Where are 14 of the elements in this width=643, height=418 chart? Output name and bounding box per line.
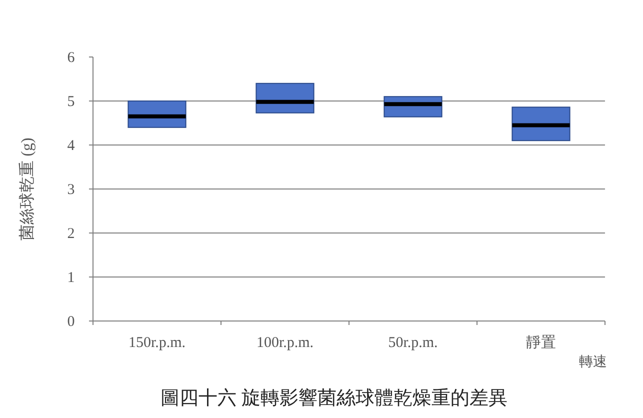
x-tick-label: 150r.p.m.: [128, 335, 186, 351]
y-tick-label: 4: [67, 138, 76, 154]
y-tick-label: 0: [67, 314, 75, 330]
y-tick-label: 5: [67, 94, 75, 110]
y-tick-label: 6: [67, 50, 76, 66]
x-tick-label: 100r.p.m.: [256, 335, 314, 351]
y-axis-title: 菌絲球乾重 (g): [18, 138, 36, 240]
y-tick-label: 1: [67, 270, 75, 286]
y-tick-label: 2: [67, 226, 75, 242]
x-tick-label: 50r.p.m.: [388, 335, 438, 351]
x-axis-title: 轉速: [579, 354, 607, 370]
y-tick-label: 3: [67, 182, 75, 198]
text: 圖四十六 旋轉影響菌絲球體乾燥重的差異: [160, 387, 508, 409]
x-tick-label: 靜置: [526, 334, 556, 351]
